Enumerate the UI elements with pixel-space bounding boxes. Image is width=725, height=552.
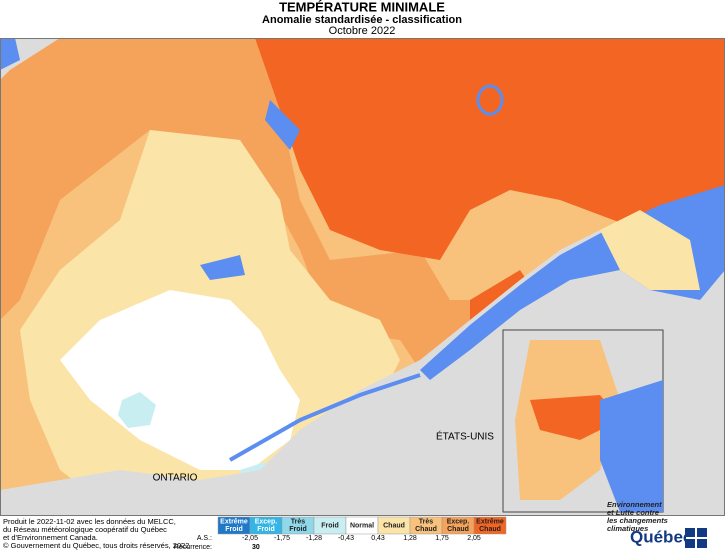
credits: Produit le 2022-11-02 avec les données d… <box>3 517 176 542</box>
legend-label: Très <box>291 519 306 526</box>
recurrence: 30 <box>252 544 260 551</box>
copyright: © Gouvernement du Québec, tous droits ré… <box>3 541 189 550</box>
legend-label: Extrême <box>220 519 248 526</box>
zone-froid <box>118 392 156 428</box>
logo-name: Québec <box>630 527 692 546</box>
gaspesie <box>600 210 700 290</box>
legend-label: Froid <box>321 522 339 529</box>
place-label: ÉTATS-UNIS <box>436 430 494 443</box>
logo-flag <box>685 528 707 548</box>
threshold-label: -1,28 <box>306 535 322 542</box>
logo-ministry: et Lutte contre <box>607 508 659 517</box>
manicouagan <box>476 84 504 116</box>
threshold-label: 1,28 <box>403 535 417 542</box>
threshold-label: 0,43 <box>371 535 385 542</box>
legend-label: Froid <box>257 526 275 533</box>
river <box>229 373 421 462</box>
inset-water <box>600 380 663 512</box>
legend-label: Chaud <box>479 526 501 533</box>
threshold-label: -1,75 <box>274 535 290 542</box>
logo-ministry: les changements <box>607 516 668 525</box>
legend-label: Normal <box>350 522 374 529</box>
hudson-bay <box>0 38 20 70</box>
credit-line: du Réseau météorologique coopératif du Q… <box>3 525 167 534</box>
threshold-label: -2,05 <box>242 535 258 542</box>
inset-hot <box>530 395 620 440</box>
legend-label: Extrême <box>476 519 504 526</box>
legend-label: Excep. <box>255 519 278 526</box>
legend-label: Froid <box>225 526 243 533</box>
threshold-label: 1,75 <box>435 535 449 542</box>
legend-swatch <box>473 516 507 535</box>
title: TEMPÉRATURE MINIMALE <box>279 0 445 14</box>
legend-label: Chaud <box>415 526 437 533</box>
legend-label: Froid <box>289 526 307 533</box>
zone-excep-chaud <box>0 38 280 320</box>
lake <box>265 100 300 150</box>
as-label: A.S.: <box>197 535 212 542</box>
lake-2 <box>200 255 245 280</box>
place-label: ONTARIO <box>153 473 198 484</box>
legend-label: Très <box>419 519 434 526</box>
recurrence-label: Récurrence: <box>174 544 212 551</box>
credit-line: Produit le 2022-11-02 avec les données d… <box>3 517 176 526</box>
logo-ministry: climatiques <box>607 524 648 533</box>
legend-label: Chaud <box>447 526 469 533</box>
logo-ministry: Environnement <box>607 500 662 509</box>
zone-normal <box>60 290 300 470</box>
credit-line: et d'Environnement Canada. <box>3 533 98 542</box>
threshold-label: 2,05 <box>467 535 481 542</box>
legend-label: Excep. <box>447 519 470 526</box>
map: ONTARIO ÉTATS-UNIS <box>0 38 725 516</box>
legend-label: Chaud <box>383 522 405 529</box>
threshold-label: -0,43 <box>338 535 354 542</box>
date: Octobre 2022 <box>329 25 396 37</box>
subtitle: Anomalie standardisée - classification <box>262 14 462 26</box>
zone-extreme-chaud <box>255 38 725 260</box>
zone-excep-chaud-2 <box>240 110 520 400</box>
